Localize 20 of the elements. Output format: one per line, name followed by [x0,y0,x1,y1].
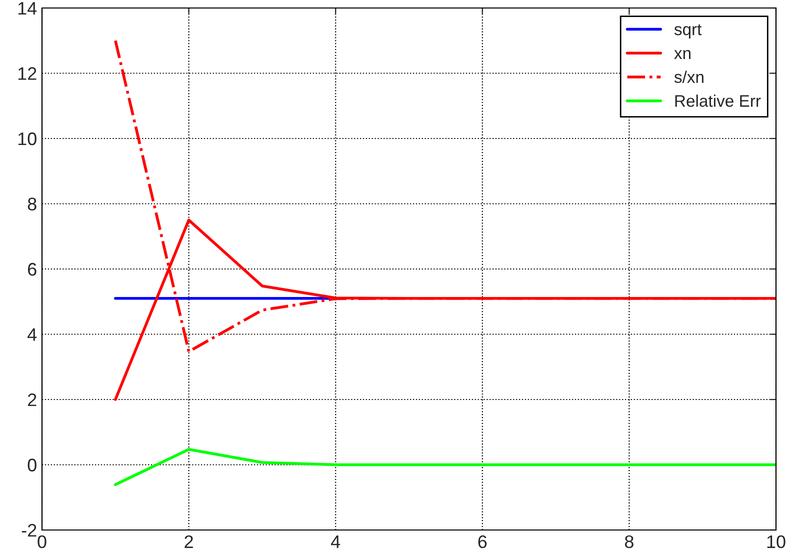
x-tick-label: 10 [767,535,786,548]
y-tick-label: 12 [18,67,36,80]
x-tick-label: 8 [624,535,634,548]
y-tick-label: 14 [18,2,37,15]
legend-label: xn [674,50,690,59]
y-tick-label: 6 [28,262,36,276]
y-tick-label: 8 [28,198,36,210]
y-tick-label: 0 [28,458,36,472]
x-tick-label: 6 [478,535,487,548]
x-tick-label: 2 [184,535,193,548]
y-tick-label: -2 [22,524,36,537]
legend-label: sqrt [674,24,702,39]
x-tick-label: 4 [330,536,340,548]
legend-label: s/xn [674,70,704,83]
line-series [114,448,776,486]
legend-label: Relative Err [675,94,761,107]
x-tick-label: 0 [38,535,46,548]
y-tick-label: 2 [28,393,36,406]
y-tick-label: 10 [18,132,36,146]
y-tick-label: 4 [28,328,37,341]
